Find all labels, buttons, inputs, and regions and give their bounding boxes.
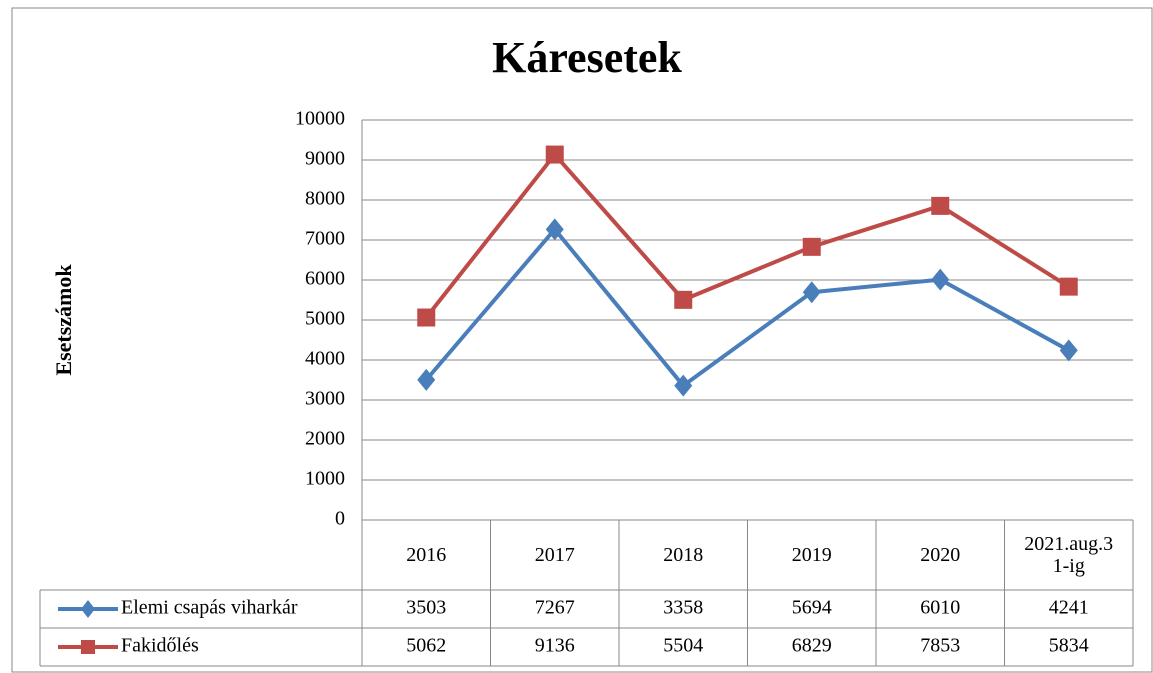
marker: [81, 640, 95, 654]
marker: [81, 600, 95, 618]
table-value: 3358: [663, 597, 703, 619]
marker: [545, 145, 564, 164]
marker: [1059, 277, 1078, 296]
table-value: 7267: [535, 597, 575, 619]
y-tick-label: 1000: [305, 468, 345, 490]
x-tick-label: 2016: [406, 544, 447, 566]
y-tick-label: 5000: [305, 308, 345, 330]
marker: [802, 281, 821, 304]
y-tick-label: 4000: [305, 348, 345, 370]
line: [424, 227, 1070, 388]
marker: [931, 268, 950, 291]
y-tick-label: 9000: [305, 148, 345, 170]
y-tick-label: 7000: [305, 228, 345, 250]
table-value: 6829: [792, 635, 832, 657]
y-tick-label: 0: [335, 508, 345, 530]
table-value: 9136: [535, 635, 575, 657]
table-value: 5834: [1049, 635, 1089, 657]
table-value: 4241: [1049, 597, 1089, 619]
x-tick-label: 2019: [791, 544, 832, 566]
marker: [1059, 339, 1078, 362]
x-tick-label: 2021.aug.31-ig: [1024, 533, 1114, 577]
y-tick-label: 8000: [305, 188, 345, 210]
table-value: 7853: [920, 635, 960, 657]
y-tick-label: 3000: [305, 388, 345, 410]
table-value: 5504: [663, 635, 703, 657]
marker: [417, 368, 436, 391]
table-value: 5694: [792, 597, 832, 619]
table-value: 5062: [406, 635, 446, 657]
x-tick-label: 2017: [534, 544, 575, 566]
legend-label: Elemi csapás viharkár: [121, 597, 298, 619]
y-tick-label: 6000: [305, 268, 345, 290]
x-tick-label: 2020: [920, 544, 961, 566]
line: [424, 152, 1070, 319]
y-axis-label: Esetszámok: [51, 264, 76, 376]
marker: [802, 237, 821, 256]
x-tick-label: 2018: [663, 544, 704, 566]
marker: [417, 308, 436, 327]
y-tick-label: 2000: [305, 428, 345, 450]
y-tick-label: 10000: [295, 108, 345, 130]
marker: [674, 374, 693, 397]
legend-label: Fakidőlés: [121, 635, 199, 657]
marker: [545, 218, 564, 241]
marker: [931, 196, 950, 215]
marker: [674, 290, 693, 309]
chart-title: Káresetek: [492, 33, 682, 82]
chart-frame: [11, 7, 1153, 673]
table-value: 3503: [406, 597, 446, 619]
table-value: 6010: [920, 597, 960, 619]
